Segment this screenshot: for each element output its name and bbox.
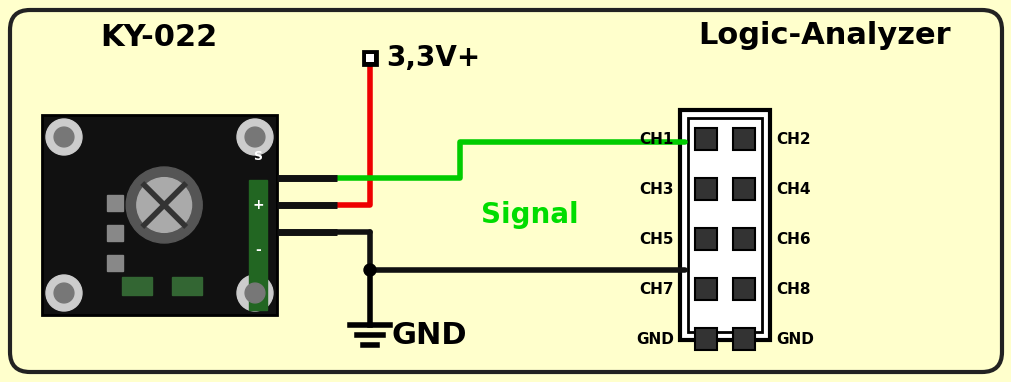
Text: CH2: CH2 xyxy=(775,131,810,147)
Text: CH7: CH7 xyxy=(639,282,673,296)
Bar xyxy=(695,178,716,200)
Bar xyxy=(695,278,716,300)
Text: CH8: CH8 xyxy=(775,282,810,296)
Text: 3,3V+: 3,3V+ xyxy=(385,44,480,72)
Text: Logic-Analyzer: Logic-Analyzer xyxy=(698,21,950,50)
Circle shape xyxy=(237,275,273,311)
Bar xyxy=(695,328,716,350)
Circle shape xyxy=(126,167,202,243)
Text: -: - xyxy=(255,243,261,257)
Bar xyxy=(42,115,277,315)
Bar xyxy=(695,228,716,250)
Circle shape xyxy=(245,283,265,303)
Bar xyxy=(732,328,754,350)
Bar xyxy=(249,180,267,310)
Text: CH3: CH3 xyxy=(639,181,673,196)
Bar xyxy=(122,277,152,295)
Bar xyxy=(107,225,123,241)
Bar xyxy=(172,277,202,295)
Text: S: S xyxy=(253,149,262,162)
Circle shape xyxy=(364,264,376,276)
Circle shape xyxy=(245,127,265,147)
Bar xyxy=(363,51,377,65)
Text: KY-022: KY-022 xyxy=(100,24,217,52)
Circle shape xyxy=(54,127,74,147)
Circle shape xyxy=(54,283,74,303)
Bar xyxy=(732,228,754,250)
Text: CH5: CH5 xyxy=(639,231,673,246)
Circle shape xyxy=(237,119,273,155)
Text: CH4: CH4 xyxy=(775,181,810,196)
Bar xyxy=(107,195,123,211)
Text: CH1: CH1 xyxy=(639,131,673,147)
Text: +: + xyxy=(252,198,264,212)
Bar xyxy=(695,128,716,150)
Text: GND: GND xyxy=(775,332,813,346)
Text: GND: GND xyxy=(391,320,467,350)
Bar xyxy=(732,178,754,200)
Bar xyxy=(679,110,769,340)
Bar xyxy=(366,54,374,62)
Bar xyxy=(732,128,754,150)
FancyBboxPatch shape xyxy=(10,10,1001,372)
Bar xyxy=(107,255,123,271)
Text: GND: GND xyxy=(636,332,673,346)
Bar xyxy=(732,278,754,300)
Circle shape xyxy=(45,119,82,155)
Circle shape xyxy=(45,275,82,311)
Bar xyxy=(687,118,761,332)
Text: CH6: CH6 xyxy=(775,231,810,246)
Circle shape xyxy=(136,178,191,232)
Text: Signal: Signal xyxy=(480,201,578,229)
